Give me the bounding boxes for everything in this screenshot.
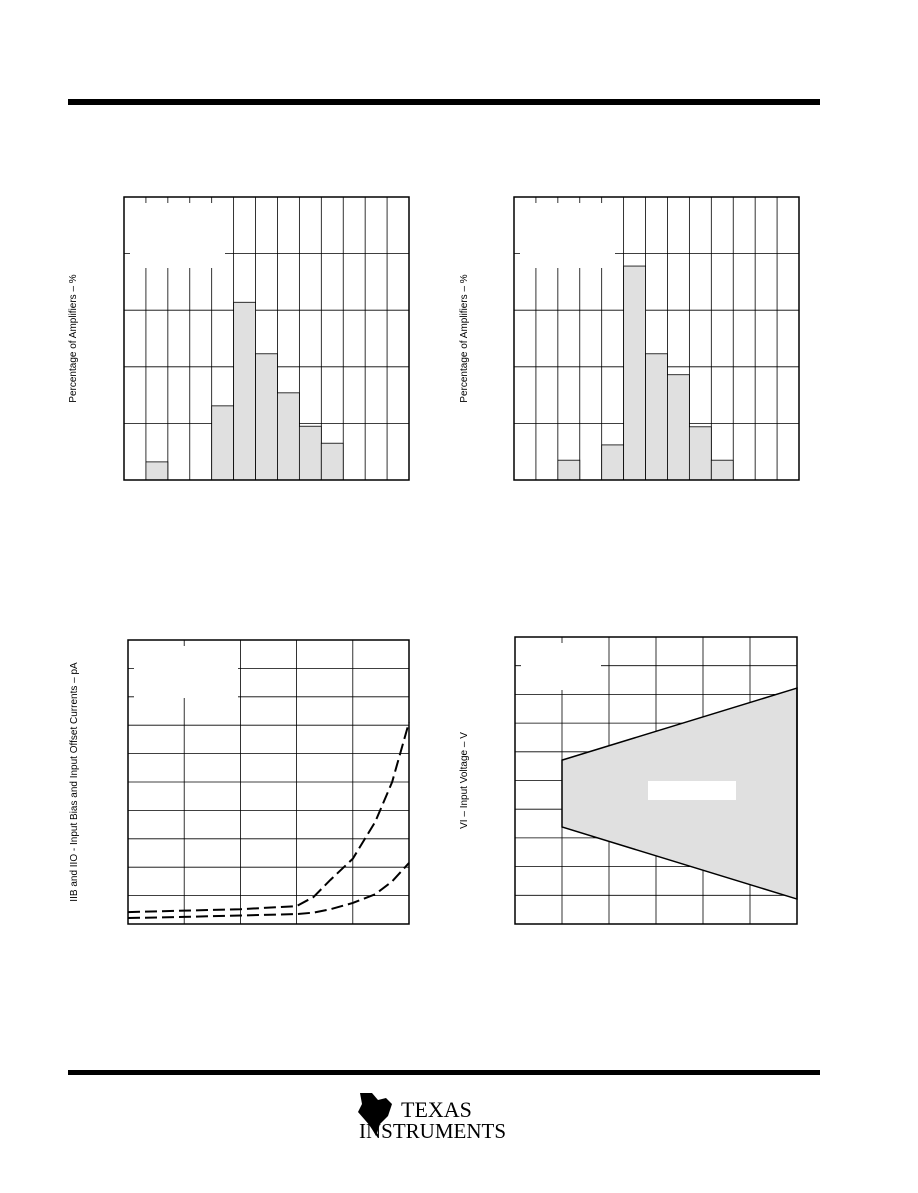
bar: [688, 426, 712, 481]
annotation-box: [648, 781, 736, 800]
plot-frame: [513, 196, 800, 481]
bar: [255, 353, 278, 481]
plot-frame: [123, 196, 410, 481]
logo-mark: [358, 1093, 392, 1136]
bar: [667, 374, 690, 481]
bar: [211, 405, 235, 481]
y-axis-label: VI – Input Voltage – V: [459, 732, 470, 829]
bar: [710, 459, 734, 481]
bar: [145, 461, 169, 481]
top-rule: [68, 99, 820, 105]
logo-text: INSTRUMENTS: [359, 1119, 506, 1143]
line: [127, 862, 410, 920]
bottom-rule: [68, 1070, 820, 1075]
y-axis-label: Percentage of Amplifiers – %: [459, 274, 470, 403]
y-axis-label: IIB and IIO - Input Bias and Input Offse…: [69, 662, 80, 902]
plot-frame: [514, 636, 798, 925]
bar: [557, 459, 581, 481]
line: [127, 722, 410, 914]
logo-text: TEXAS: [401, 1097, 472, 1122]
y-axis-label: Percentage of Amplifiers – %: [68, 274, 79, 403]
bar: [623, 265, 646, 481]
bar: [298, 425, 322, 481]
bar: [233, 301, 256, 481]
legend-area: [130, 203, 225, 268]
bar: [645, 353, 668, 481]
bar: [601, 444, 625, 481]
bar: [277, 392, 300, 481]
legend-area: [521, 643, 601, 690]
legend-area: [134, 646, 238, 698]
bar: [320, 442, 344, 481]
legend-area: [520, 203, 615, 268]
plot-frame: [127, 639, 410, 925]
